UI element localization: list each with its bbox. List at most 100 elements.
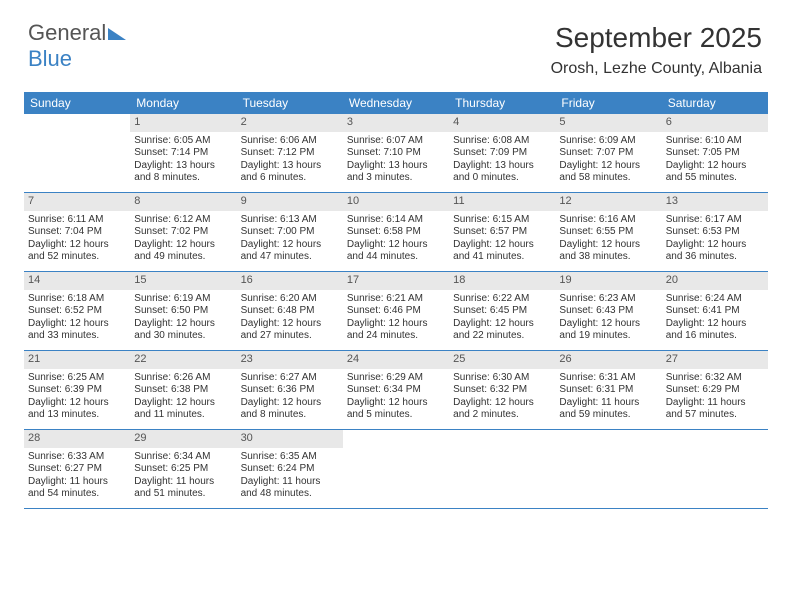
- sunset-text: Sunset: 6:43 PM: [559, 305, 657, 318]
- sunrise-text: Sunrise: 6:13 AM: [241, 214, 339, 227]
- logo-triangle-icon: [108, 28, 126, 40]
- day-number: 2: [237, 114, 343, 132]
- day-number: 28: [24, 430, 130, 448]
- calendar-body: 1Sunrise: 6:05 AMSunset: 7:14 PMDaylight…: [24, 114, 768, 509]
- sunrise-text: Sunrise: 6:23 AM: [559, 293, 657, 306]
- daylight-text: Daylight: 11 hours and 57 minutes.: [666, 397, 764, 422]
- daylight-text: Daylight: 12 hours and 58 minutes.: [559, 160, 657, 185]
- calendar-cell: 25Sunrise: 6:30 AMSunset: 6:32 PMDayligh…: [449, 351, 555, 429]
- brand-part2: Blue: [28, 46, 72, 71]
- calendar: Sunday Monday Tuesday Wednesday Thursday…: [24, 92, 768, 509]
- sunset-text: Sunset: 7:00 PM: [241, 226, 339, 239]
- sunrise-text: Sunrise: 6:33 AM: [28, 451, 126, 464]
- sunrise-text: Sunrise: 6:24 AM: [666, 293, 764, 306]
- sunrise-text: Sunrise: 6:30 AM: [453, 372, 551, 385]
- sunrise-text: Sunrise: 6:15 AM: [453, 214, 551, 227]
- calendar-cell: 4Sunrise: 6:08 AMSunset: 7:09 PMDaylight…: [449, 114, 555, 192]
- day-number: 13: [662, 193, 768, 211]
- sunrise-text: Sunrise: 6:22 AM: [453, 293, 551, 306]
- calendar-cell: [449, 430, 555, 508]
- sunrise-text: Sunrise: 6:18 AM: [28, 293, 126, 306]
- sunrise-text: Sunrise: 6:35 AM: [241, 451, 339, 464]
- day-number: 4: [449, 114, 555, 132]
- day-number: 18: [449, 272, 555, 290]
- calendar-cell: 15 Sunrise: 6:19 AMSunset: 6:50 PMDayligh…: [130, 272, 236, 350]
- day-number: 9: [237, 193, 343, 211]
- day-number: 27: [662, 351, 768, 369]
- calendar-cell: 27Sunrise: 6:32 AMSunset: 6:29 PMDayligh…: [662, 351, 768, 429]
- sunset-text: Sunset: 6:27 PM: [28, 463, 126, 476]
- sunset-text: Sunset: 6:32 PM: [453, 384, 551, 397]
- day-number: 5: [555, 114, 661, 132]
- daylight-text: Daylight: 12 hours and 47 minutes.: [241, 239, 339, 264]
- sunrise-text: Sunrise: 6:31 AM: [559, 372, 657, 385]
- daylight-text: Daylight: 13 hours and 8 minutes.: [134, 160, 232, 185]
- sunrise-text: Sunrise: 6:27 AM: [241, 372, 339, 385]
- calendar-cell: 19 Sunrise: 6:23 AMSunset: 6:43 PMDayligh…: [555, 272, 661, 350]
- day-number: 1: [130, 114, 236, 132]
- brand-part1: General: [28, 20, 106, 45]
- sunrise-text: Sunrise: 6:34 AM: [134, 451, 232, 464]
- day-number: 19: [555, 272, 661, 290]
- daylight-text: Daylight: 11 hours and 59 minutes.: [559, 397, 657, 422]
- day-number: 15: [130, 272, 236, 290]
- sunset-text: Sunset: 7:12 PM: [241, 147, 339, 160]
- calendar-week: 21Sunrise: 6:25 AMSunset: 6:39 PMDayligh…: [24, 351, 768, 430]
- daylight-text: Daylight: 11 hours and 54 minutes.: [28, 476, 126, 501]
- sunrise-text: Sunrise: 6:29 AM: [347, 372, 445, 385]
- sunrise-text: Sunrise: 6:11 AM: [28, 214, 126, 227]
- sunset-text: Sunset: 6:25 PM: [134, 463, 232, 476]
- daylight-text: Daylight: 12 hours and 19 minutes.: [559, 318, 657, 343]
- sunset-text: Sunset: 6:58 PM: [347, 226, 445, 239]
- daylight-text: Daylight: 13 hours and 3 minutes.: [347, 160, 445, 185]
- calendar-cell: 8Sunrise: 6:12 AMSunset: 7:02 PMDaylight…: [130, 193, 236, 271]
- sunrise-text: Sunrise: 6:14 AM: [347, 214, 445, 227]
- daylight-text: Daylight: 12 hours and 22 minutes.: [453, 318, 551, 343]
- sunset-text: Sunset: 7:02 PM: [134, 226, 232, 239]
- day-header: Thursday: [449, 92, 555, 114]
- sunrise-text: Sunrise: 6:19 AM: [134, 293, 232, 306]
- sunset-text: Sunset: 6:53 PM: [666, 226, 764, 239]
- day-number: 16: [237, 272, 343, 290]
- daylight-text: Daylight: 12 hours and 27 minutes.: [241, 318, 339, 343]
- calendar-week: 14Sunrise: 6:18 AMSunset: 6:52 PMDayligh…: [24, 272, 768, 351]
- daylight-text: Daylight: 12 hours and 8 minutes.: [241, 397, 339, 422]
- sunset-text: Sunset: 6:57 PM: [453, 226, 551, 239]
- sunrise-text: Sunrise: 6:12 AM: [134, 214, 232, 227]
- calendar-cell: 16Sunrise: 6:20 AMSunset: 6:48 PMDayligh…: [237, 272, 343, 350]
- daylight-text: Daylight: 12 hours and 16 minutes.: [666, 318, 764, 343]
- calendar-week: 28Sunrise: 6:33 AMSunset: 6:27 PMDayligh…: [24, 430, 768, 509]
- sunrise-text: Sunrise: 6:16 AM: [559, 214, 657, 227]
- day-number: 30: [237, 430, 343, 448]
- sunrise-text: Sunrise: 6:25 AM: [28, 372, 126, 385]
- sunset-text: Sunset: 6:31 PM: [559, 384, 657, 397]
- daylight-text: Daylight: 12 hours and 49 minutes.: [134, 239, 232, 264]
- day-number: 22: [130, 351, 236, 369]
- daylight-text: Daylight: 12 hours and 41 minutes.: [453, 239, 551, 264]
- calendar-cell: 29Sunrise: 6:34 AMSunset: 6:25 PMDayligh…: [130, 430, 236, 508]
- sunset-text: Sunset: 7:14 PM: [134, 147, 232, 160]
- daylight-text: Daylight: 12 hours and 13 minutes.: [28, 397, 126, 422]
- sunset-text: Sunset: 6:41 PM: [666, 305, 764, 318]
- daylight-text: Daylight: 12 hours and 30 minutes.: [134, 318, 232, 343]
- sunrise-text: Sunrise: 6:32 AM: [666, 372, 764, 385]
- sunset-text: Sunset: 7:05 PM: [666, 147, 764, 160]
- sunrise-text: Sunrise: 6:17 AM: [666, 214, 764, 227]
- sunset-text: Sunset: 6:50 PM: [134, 305, 232, 318]
- sunset-text: Sunset: 7:09 PM: [453, 147, 551, 160]
- day-number: 12: [555, 193, 661, 211]
- sunset-text: Sunset: 7:10 PM: [347, 147, 445, 160]
- daylight-text: Daylight: 12 hours and 44 minutes.: [347, 239, 445, 264]
- calendar-cell: [555, 430, 661, 508]
- sunset-text: Sunset: 7:04 PM: [28, 226, 126, 239]
- daylight-text: Daylight: 12 hours and 33 minutes.: [28, 318, 126, 343]
- sunset-text: Sunset: 6:46 PM: [347, 305, 445, 318]
- brand-logo: General Blue: [28, 20, 126, 72]
- calendar-cell: 23Sunrise: 6:27 AMSunset: 6:36 PMDayligh…: [237, 351, 343, 429]
- location-label: Orosh, Lezhe County, Albania: [551, 60, 762, 78]
- daylight-text: Daylight: 11 hours and 51 minutes.: [134, 476, 232, 501]
- calendar-cell: 7Sunrise: 6:11 AMSunset: 7:04 PMDaylight…: [24, 193, 130, 271]
- calendar-cell: 12Sunrise: 6:16 AMSunset: 6:55 PMDayligh…: [555, 193, 661, 271]
- calendar-cell: 17Sunrise: 6:21 AMSunset: 6:46 PMDayligh…: [343, 272, 449, 350]
- calendar-cell: [343, 430, 449, 508]
